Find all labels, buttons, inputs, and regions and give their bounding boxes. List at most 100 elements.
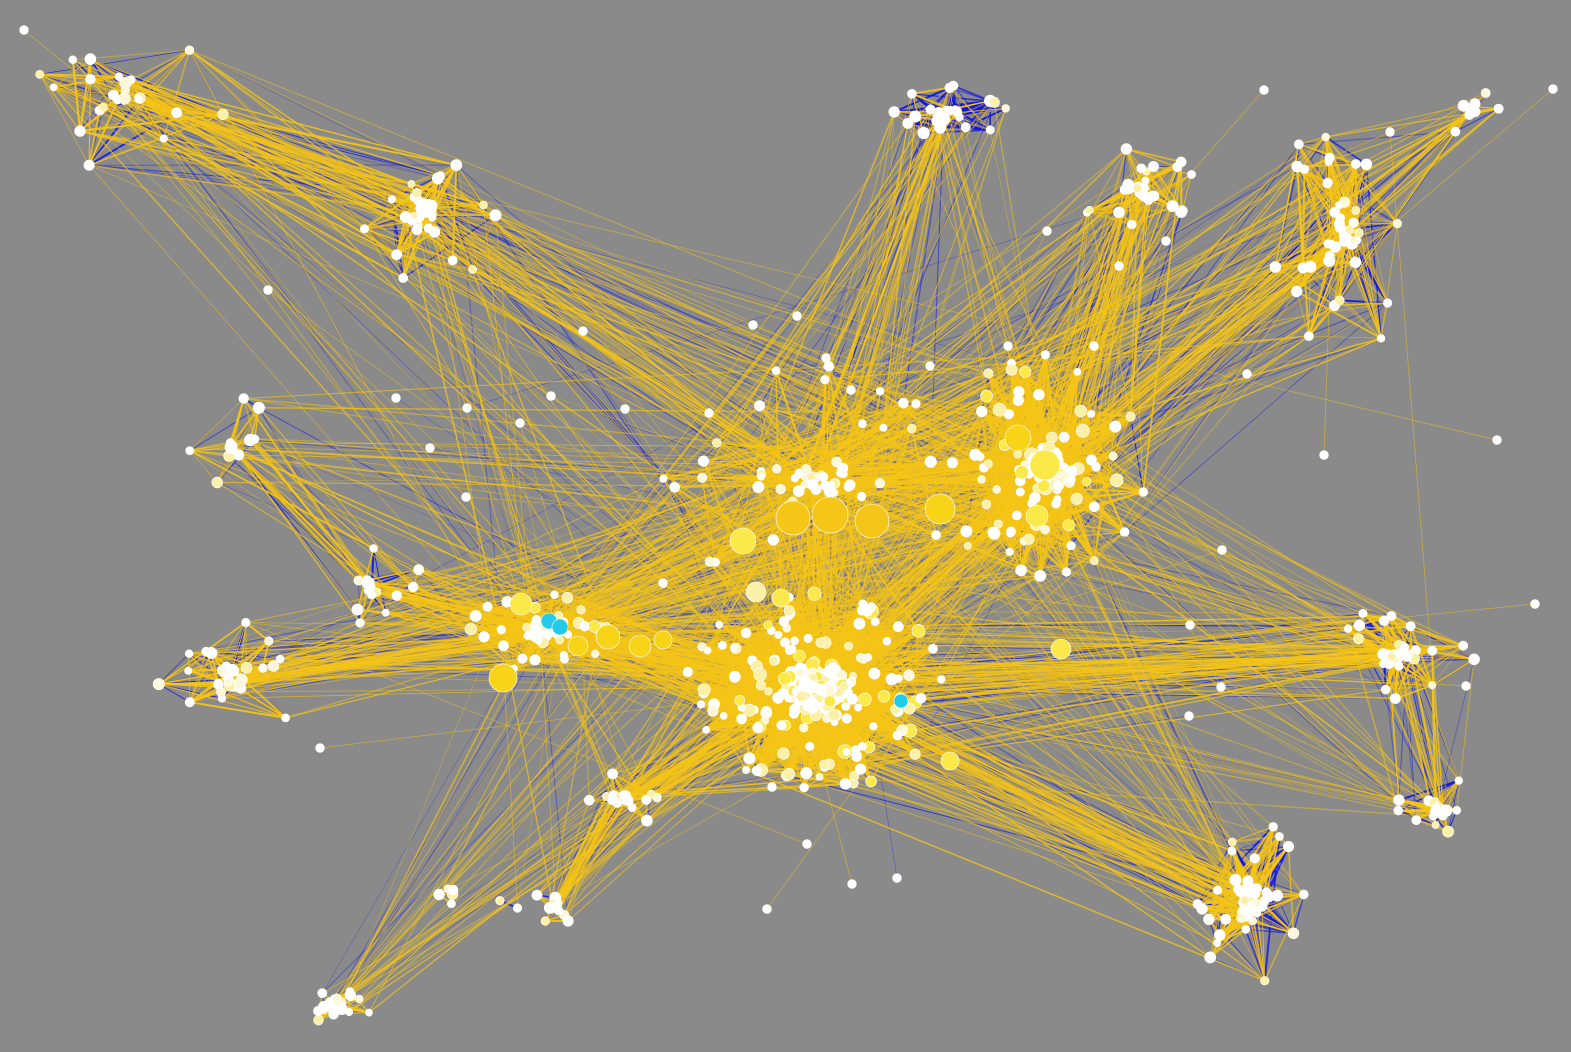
graph-node[interactable] — [496, 625, 506, 635]
graph-node[interactable] — [1322, 177, 1333, 189]
graph-node[interactable] — [669, 481, 681, 493]
graph-node-highlight[interactable] — [595, 624, 621, 650]
graph-node[interactable] — [1339, 236, 1350, 247]
graph-node[interactable] — [1324, 250, 1335, 261]
graph-node[interactable] — [540, 916, 550, 926]
graph-node[interactable] — [903, 669, 915, 681]
graph-node[interactable] — [1089, 341, 1099, 351]
graph-node[interactable] — [267, 660, 280, 672]
graph-node[interactable] — [1245, 911, 1254, 920]
graph-node[interactable] — [1376, 334, 1386, 343]
graph-node[interactable] — [35, 69, 45, 79]
graph-node[interactable] — [1291, 160, 1303, 173]
graph-node[interactable] — [1075, 423, 1090, 438]
graph-node[interactable] — [1530, 599, 1540, 609]
graph-node[interactable] — [783, 605, 795, 617]
graph-node[interactable] — [777, 688, 789, 699]
graph-node[interactable] — [1268, 822, 1278, 832]
graph-node[interactable] — [1015, 465, 1029, 480]
graph-node[interactable] — [1353, 619, 1366, 632]
graph-node[interactable] — [1033, 389, 1045, 401]
graph-node[interactable] — [1386, 610, 1397, 621]
graph-node[interactable] — [696, 700, 706, 709]
graph-node[interactable] — [184, 666, 193, 675]
graph-node[interactable] — [754, 400, 766, 412]
graph-node[interactable] — [1187, 170, 1196, 179]
graph-node[interactable] — [1249, 853, 1260, 864]
graph-node[interactable] — [1358, 608, 1368, 618]
graph-node-highlight[interactable] — [775, 500, 811, 536]
graph-node[interactable] — [1019, 365, 1032, 378]
graph-node[interactable] — [1239, 895, 1250, 905]
graph-node[interactable] — [868, 667, 881, 680]
graph-node[interactable] — [550, 590, 559, 599]
graph-node[interactable] — [751, 765, 763, 776]
graph-node[interactable] — [1304, 260, 1317, 273]
graph-node-selected[interactable] — [551, 618, 569, 636]
graph-node[interactable] — [224, 678, 233, 687]
graph-node[interactable] — [1136, 163, 1147, 174]
graph-node[interactable] — [1382, 298, 1393, 308]
graph-node[interactable] — [313, 1014, 324, 1026]
graph-node[interactable] — [1126, 219, 1137, 230]
graph-node[interactable] — [413, 564, 425, 576]
graph-node[interactable] — [795, 690, 808, 702]
graph-node[interactable] — [836, 467, 847, 478]
graph-node[interactable] — [800, 464, 812, 475]
graph-node[interactable] — [803, 633, 813, 643]
graph-node[interactable] — [19, 25, 29, 35]
graph-node[interactable] — [1040, 524, 1050, 535]
graph-node-highlight[interactable] — [628, 634, 652, 658]
graph-node[interactable] — [1351, 206, 1361, 215]
graph-node[interactable] — [885, 673, 898, 686]
graph-node[interactable] — [607, 768, 618, 780]
graph-node[interactable] — [928, 643, 938, 654]
graph-node[interactable] — [1015, 487, 1025, 497]
graph-node[interactable] — [858, 599, 868, 609]
graph-node[interactable] — [1132, 183, 1143, 193]
graph-node[interactable] — [1349, 236, 1359, 246]
graph-node[interactable] — [764, 687, 773, 696]
graph-node-highlight[interactable] — [509, 592, 533, 616]
graph-node[interactable] — [68, 55, 78, 64]
graph-node[interactable] — [1042, 226, 1052, 236]
graph-node[interactable] — [1087, 409, 1096, 418]
graph-node[interactable] — [792, 311, 802, 321]
graph-node[interactable] — [842, 748, 851, 756]
graph-node[interactable] — [559, 650, 568, 660]
graph-node[interactable] — [391, 393, 401, 403]
graph-node-highlight[interactable] — [940, 751, 960, 771]
graph-node[interactable] — [800, 675, 811, 685]
graph-node-highlight[interactable] — [653, 630, 673, 650]
graph-node[interactable] — [1442, 825, 1454, 838]
graph-node[interactable] — [1089, 556, 1099, 566]
graph-node[interactable] — [450, 159, 463, 171]
graph-node-highlight[interactable] — [1025, 504, 1049, 528]
graph-node[interactable] — [1185, 620, 1195, 630]
graph-node[interactable] — [367, 590, 376, 600]
graph-node[interactable] — [1023, 533, 1035, 545]
graph-node[interactable] — [704, 556, 715, 567]
graph-node[interactable] — [49, 83, 58, 92]
graph-node-highlight[interactable] — [811, 496, 849, 534]
graph-node[interactable] — [879, 423, 888, 432]
graph-node[interactable] — [1003, 341, 1013, 351]
graph-node-highlight[interactable] — [924, 493, 956, 525]
graph-node[interactable] — [752, 722, 764, 734]
graph-node[interactable] — [1246, 888, 1256, 899]
graph-node-highlight[interactable] — [771, 588, 791, 608]
graph-node[interactable] — [792, 485, 805, 498]
graph-node[interactable] — [495, 895, 505, 906]
graph-node[interactable] — [381, 608, 390, 617]
graph-node[interactable] — [1109, 473, 1124, 487]
graph-node[interactable] — [1393, 794, 1405, 806]
graph-node[interactable] — [1431, 803, 1441, 813]
graph-node[interactable] — [839, 778, 852, 790]
graph-node[interactable] — [907, 89, 917, 99]
graph-node[interactable] — [1108, 451, 1118, 461]
graph-node[interactable] — [1001, 104, 1010, 113]
graph-node[interactable] — [1203, 913, 1215, 926]
graph-node[interactable] — [393, 249, 403, 259]
graph-node[interactable] — [436, 171, 445, 180]
graph-node[interactable] — [252, 401, 265, 414]
